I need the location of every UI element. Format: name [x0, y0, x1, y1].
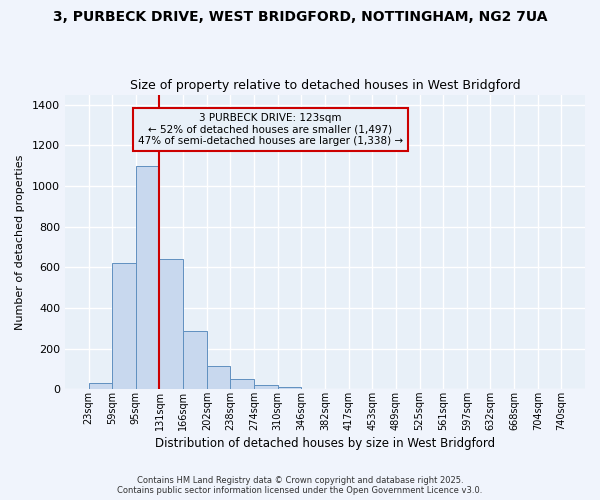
Title: Size of property relative to detached houses in West Bridgford: Size of property relative to detached ho…	[130, 79, 520, 92]
Bar	[207, 366, 230, 389]
Bar	[136, 166, 160, 389]
X-axis label: Distribution of detached houses by size in West Bridgford: Distribution of detached houses by size …	[155, 437, 495, 450]
Text: 3 PURBECK DRIVE: 123sqm
← 52% of detached houses are smaller (1,497)
47% of semi: 3 PURBECK DRIVE: 123sqm ← 52% of detache…	[138, 113, 403, 146]
Bar	[254, 385, 278, 389]
Bar	[160, 259, 183, 389]
Bar	[278, 387, 301, 389]
Text: Contains HM Land Registry data © Crown copyright and database right 2025.
Contai: Contains HM Land Registry data © Crown c…	[118, 476, 482, 495]
Y-axis label: Number of detached properties: Number of detached properties	[15, 154, 25, 330]
Bar	[89, 383, 112, 389]
Bar	[183, 332, 207, 389]
Bar	[230, 379, 254, 389]
Text: 3, PURBECK DRIVE, WEST BRIDGFORD, NOTTINGHAM, NG2 7UA: 3, PURBECK DRIVE, WEST BRIDGFORD, NOTTIN…	[53, 10, 547, 24]
Bar	[112, 263, 136, 389]
